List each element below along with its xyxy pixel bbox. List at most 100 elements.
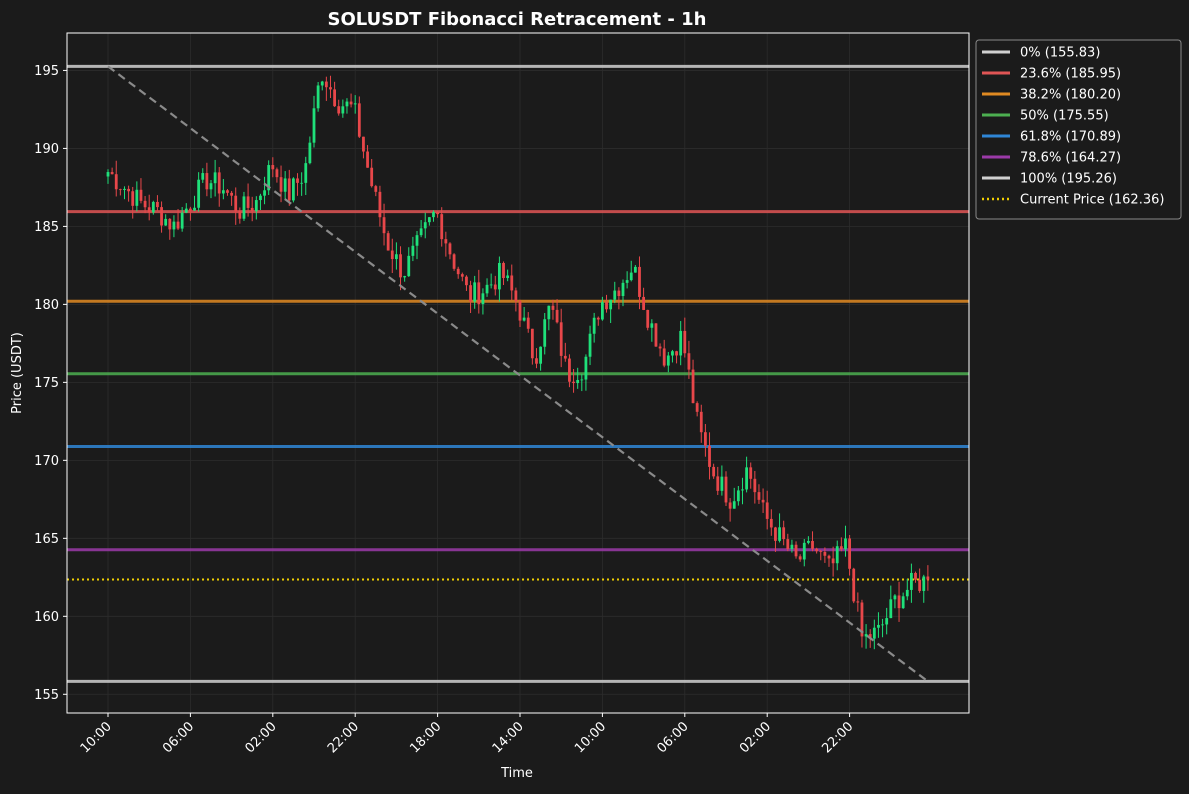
candle-body: [666, 355, 670, 366]
candle-body: [135, 189, 139, 206]
candle: [151, 200, 155, 215]
candle-body: [250, 207, 254, 212]
candle: [835, 540, 839, 571]
candle-body: [712, 466, 716, 477]
candle: [349, 93, 353, 108]
legend-label: 0% (155.83): [1020, 46, 1100, 61]
candle-body: [242, 196, 246, 219]
candle: [860, 599, 864, 648]
candle-body: [399, 254, 402, 278]
candle: [654, 323, 658, 347]
candle-body: [419, 228, 423, 236]
candle: [337, 99, 341, 116]
candle: [662, 339, 666, 368]
candle: [242, 191, 246, 221]
candle-body: [798, 556, 802, 560]
candle: [259, 193, 262, 211]
candle: [555, 299, 559, 324]
candle-body: [687, 353, 691, 370]
candle: [250, 196, 254, 222]
candle-body: [720, 476, 724, 491]
candle: [292, 177, 295, 203]
candle: [386, 230, 390, 251]
candle-body: [320, 81, 324, 86]
candle: [147, 194, 151, 221]
candle: [110, 167, 114, 175]
candle: [498, 256, 501, 302]
candle: [296, 173, 299, 196]
candle: [316, 81, 320, 112]
y-axis-label: Price (USDT): [10, 332, 25, 414]
candle-body: [839, 546, 843, 550]
candle: [304, 156, 308, 195]
candle-body: [848, 538, 851, 569]
candle-body: [378, 191, 382, 218]
candle-body: [176, 221, 180, 229]
candle-body: [296, 178, 299, 183]
candle: [782, 520, 786, 546]
candle-body: [160, 207, 163, 226]
candle-body: [819, 551, 823, 553]
candle-body: [473, 282, 477, 302]
candle-body: [246, 196, 250, 208]
candle: [572, 369, 575, 393]
candle-body: [580, 379, 584, 381]
candle-body: [263, 190, 266, 196]
candle: [320, 80, 324, 91]
candle: [724, 471, 728, 506]
candle-body: [382, 217, 386, 234]
candle: [658, 343, 662, 357]
candle-body: [757, 492, 761, 500]
candle: [741, 477, 744, 505]
candle: [481, 288, 485, 315]
candle: [551, 299, 555, 320]
candle: [279, 165, 283, 203]
candle: [308, 136, 312, 165]
candle: [407, 247, 411, 277]
candle: [650, 319, 654, 342]
candle-body: [601, 302, 604, 320]
candle: [345, 98, 349, 114]
candle-body: [872, 627, 876, 639]
candle: [547, 305, 551, 331]
candle: [679, 321, 683, 366]
candle-body: [749, 467, 753, 479]
candle: [881, 618, 884, 638]
candle: [819, 549, 823, 561]
candle-body: [642, 296, 645, 310]
candle: [263, 176, 266, 205]
candle-body: [617, 290, 621, 297]
candle-body: [460, 274, 464, 277]
candle-body: [893, 595, 897, 600]
candle: [613, 281, 617, 304]
candle: [189, 206, 192, 221]
candle-body: [267, 165, 271, 191]
candle-body: [448, 243, 452, 255]
candle-body: [918, 579, 922, 591]
candle-body: [778, 527, 781, 541]
legend-label: 38.2% (180.20): [1020, 88, 1121, 103]
candle: [374, 184, 378, 197]
candle-body: [106, 172, 110, 177]
candle: [156, 195, 159, 211]
candle-body: [576, 379, 580, 384]
y-tick-label: 180: [34, 298, 59, 313]
candle-body: [485, 284, 489, 294]
candle: [918, 568, 922, 593]
candle-body: [502, 262, 505, 279]
candle-body: [679, 330, 683, 356]
candle: [893, 594, 897, 609]
candle: [889, 585, 893, 619]
legend-label: Current Price (162.36): [1020, 193, 1164, 208]
legend-label: 23.6% (185.95): [1020, 67, 1121, 82]
candle: [473, 275, 477, 309]
candle: [423, 212, 427, 239]
candle-body: [147, 207, 151, 213]
candle: [728, 498, 732, 522]
candle-body: [357, 103, 361, 137]
candle-body: [753, 478, 757, 493]
candle-body: [514, 290, 518, 302]
candle-body: [724, 476, 728, 503]
candle-body: [732, 501, 736, 509]
candle: [753, 470, 757, 504]
